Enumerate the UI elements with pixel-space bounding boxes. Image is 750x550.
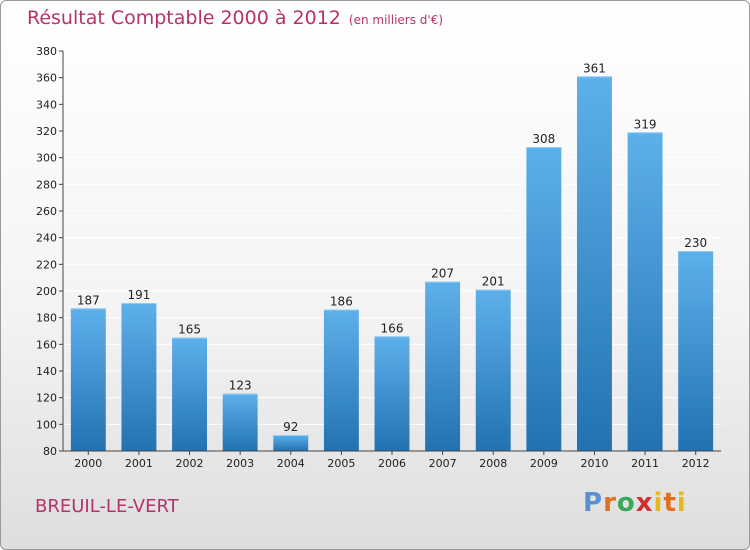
bar xyxy=(374,336,410,451)
x-tick-label: 2001 xyxy=(125,457,153,470)
y-tick-label: 360 xyxy=(36,72,57,85)
y-tick-label: 200 xyxy=(36,285,57,298)
data-label: 201 xyxy=(482,275,505,289)
y-tick-label: 300 xyxy=(36,152,57,165)
labels: 80 100 120 140 160 180 200 220 240 260 280 300 320 34… xyxy=(36,45,710,470)
place-name: BREUIL-LE-VERT xyxy=(35,496,179,517)
x-tick-label: 2005 xyxy=(327,457,355,470)
x-tick-label: 2003 xyxy=(226,457,254,470)
bar xyxy=(425,281,461,451)
bar xyxy=(273,435,309,451)
x-tick-label: 2012 xyxy=(682,457,710,470)
y-tick-label: 180 xyxy=(36,312,57,325)
y-tick-label: 220 xyxy=(36,258,57,271)
y-tick-label: 80 xyxy=(43,445,57,458)
data-label: 319 xyxy=(634,117,657,131)
y-tick-label: 260 xyxy=(36,205,57,218)
bar xyxy=(627,132,663,452)
x-tick-label: 2002 xyxy=(176,457,204,470)
y-tick-label: 380 xyxy=(36,45,57,58)
bars xyxy=(70,76,714,452)
data-label: 230 xyxy=(684,236,707,250)
axes xyxy=(59,50,721,455)
bar xyxy=(576,76,612,451)
data-label: 166 xyxy=(381,321,404,335)
chart-title: Résultat Comptable 2000 à 2012 (en millie… xyxy=(27,7,443,29)
bar xyxy=(526,147,562,451)
chart-subtitle: (en milliers d'€) xyxy=(348,13,444,27)
bar xyxy=(323,309,359,451)
y-tick-label: 140 xyxy=(36,365,57,378)
x-tick-label: 2000 xyxy=(74,457,102,470)
x-tick-label: 2006 xyxy=(378,457,406,470)
x-tick-label: 2009 xyxy=(530,457,558,470)
data-label: 165 xyxy=(178,323,201,337)
chart-title-text: Résultat Comptable 2000 à 2012 xyxy=(27,7,341,29)
x-tick-label: 2011 xyxy=(631,457,659,470)
x-tick-label: 2010 xyxy=(580,457,608,470)
y-tick-label: 120 xyxy=(36,392,57,405)
data-label: 361 xyxy=(583,61,606,75)
bar xyxy=(172,337,208,451)
bar xyxy=(678,251,714,451)
data-label: 187 xyxy=(77,293,100,307)
y-tick-label: 160 xyxy=(36,338,57,351)
data-label: 207 xyxy=(431,267,454,281)
bar xyxy=(475,289,511,451)
bar xyxy=(121,303,157,451)
data-label: 123 xyxy=(229,379,252,393)
y-tick-label: 100 xyxy=(36,418,57,431)
data-label: 92 xyxy=(283,420,298,434)
data-label: 186 xyxy=(330,295,353,309)
x-tick-label: 2007 xyxy=(429,457,457,470)
bar xyxy=(70,308,106,451)
data-label: 308 xyxy=(532,132,555,146)
x-tick-label: 2004 xyxy=(277,457,305,470)
y-tick-label: 340 xyxy=(36,98,57,111)
bar xyxy=(222,393,258,451)
y-tick-label: 240 xyxy=(36,232,57,245)
y-tick-label: 280 xyxy=(36,178,57,191)
data-label: 191 xyxy=(127,288,150,302)
y-tick-label: 320 xyxy=(36,125,57,138)
x-tick-label: 2008 xyxy=(479,457,507,470)
proxiti-logo: Proxiti xyxy=(583,488,687,518)
